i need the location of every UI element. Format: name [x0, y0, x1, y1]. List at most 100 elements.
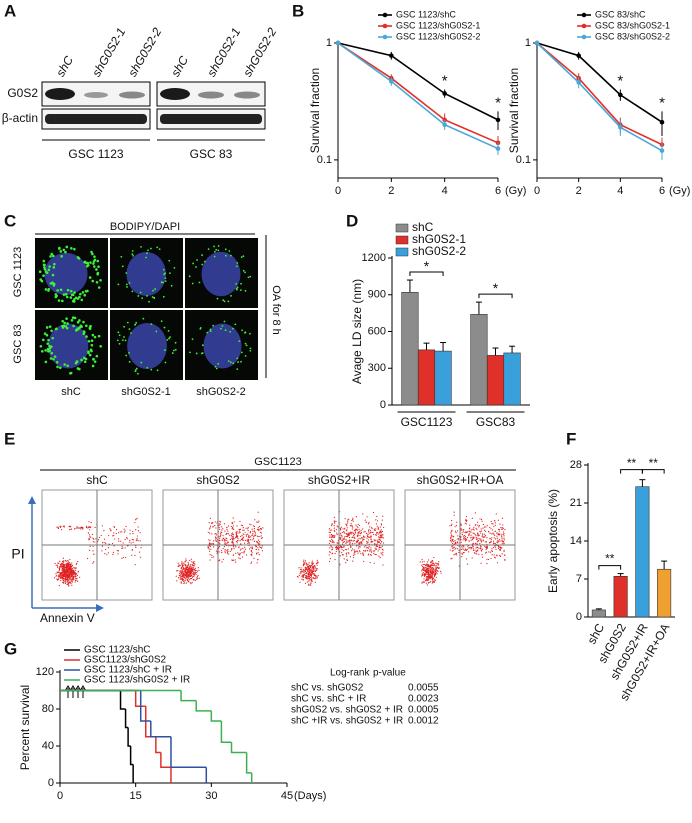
event-texture — [242, 539, 244, 541]
event-texture — [221, 529, 223, 531]
event-texture — [112, 553, 114, 556]
event-texture — [492, 523, 494, 525]
droplet-texture — [162, 281, 164, 284]
droplet-texture — [213, 255, 216, 258]
point — [495, 146, 501, 151]
droplet-texture — [201, 352, 204, 354]
event-texture — [450, 536, 452, 538]
event-texture — [470, 548, 472, 550]
event-texture — [126, 538, 128, 540]
event-texture — [305, 568, 308, 570]
event-texture — [376, 515, 378, 518]
event-texture — [335, 548, 338, 550]
event-texture — [251, 528, 253, 530]
event-texture — [88, 534, 91, 536]
event-texture — [314, 565, 316, 567]
droplet-texture — [43, 267, 47, 271]
event-texture — [374, 547, 376, 549]
event-texture — [351, 519, 353, 522]
event-texture — [369, 526, 371, 528]
event-texture — [196, 578, 198, 580]
event-texture — [178, 565, 180, 567]
event-texture — [62, 564, 64, 566]
event-texture — [371, 527, 373, 530]
event-texture — [139, 532, 141, 534]
x-axis-label: (Gy) — [505, 185, 526, 197]
panel-label: A — [4, 1, 16, 20]
event-texture — [185, 574, 187, 577]
event-texture — [244, 542, 246, 544]
event-texture — [432, 569, 434, 571]
event-texture — [236, 535, 239, 537]
event-texture — [433, 573, 435, 575]
event-texture — [258, 520, 260, 522]
event-texture — [503, 542, 505, 544]
event-texture — [478, 525, 481, 527]
event-texture — [251, 561, 253, 563]
event-texture — [136, 535, 138, 537]
event-texture — [60, 563, 62, 565]
droplet-texture — [123, 336, 125, 338]
event-texture — [356, 525, 358, 528]
y-axis-label: Percent survival — [18, 685, 32, 770]
event-texture — [238, 553, 240, 555]
point — [659, 148, 665, 153]
event-texture — [69, 574, 71, 576]
event-texture — [250, 549, 252, 552]
event-texture — [352, 554, 355, 556]
event-texture — [426, 577, 428, 579]
droplet-texture — [58, 247, 61, 250]
bar — [591, 609, 606, 618]
event-texture — [430, 574, 432, 576]
event-texture — [463, 546, 465, 548]
band — [160, 88, 190, 100]
event-texture — [252, 534, 254, 536]
event-texture — [490, 539, 492, 541]
event-texture — [259, 525, 261, 528]
event-texture — [225, 533, 227, 535]
event-texture — [307, 573, 310, 575]
x-tick-label: GSC83 — [476, 415, 516, 429]
event-texture — [183, 582, 185, 585]
event-texture — [244, 548, 247, 550]
event-texture — [231, 527, 233, 530]
droplet-texture — [125, 354, 128, 357]
droplet-texture — [230, 254, 232, 257]
event-texture — [328, 560, 331, 563]
event-texture — [207, 547, 209, 549]
droplet-texture — [217, 362, 220, 365]
event-texture — [355, 545, 358, 547]
event-texture — [339, 555, 341, 557]
event-texture — [423, 569, 425, 571]
event-texture — [85, 526, 88, 529]
event-texture — [185, 566, 188, 569]
y-tick-label: 600 — [368, 325, 386, 337]
event-texture — [121, 547, 123, 549]
event-texture — [328, 542, 330, 544]
event-texture — [305, 577, 307, 579]
event-texture — [468, 547, 470, 549]
event-texture — [357, 552, 359, 554]
event-texture — [68, 566, 70, 568]
droplet-texture — [174, 348, 177, 351]
droplet-texture — [48, 325, 52, 328]
event-texture — [457, 535, 459, 537]
event-texture — [213, 556, 215, 558]
event-texture — [429, 564, 432, 567]
event-texture — [491, 537, 493, 539]
event-texture — [108, 534, 110, 537]
droplet-texture — [84, 357, 88, 361]
event-texture — [491, 550, 493, 552]
event-texture — [371, 551, 373, 553]
event-texture — [255, 548, 257, 551]
event-texture — [238, 528, 240, 531]
droplet-texture — [189, 351, 191, 354]
event-texture — [498, 546, 500, 548]
event-texture — [479, 530, 481, 533]
event-texture — [181, 578, 184, 580]
droplet-texture — [168, 259, 171, 262]
event-texture — [232, 535, 234, 537]
event-texture — [354, 550, 356, 552]
event-texture — [494, 530, 496, 532]
event-texture — [72, 579, 74, 581]
